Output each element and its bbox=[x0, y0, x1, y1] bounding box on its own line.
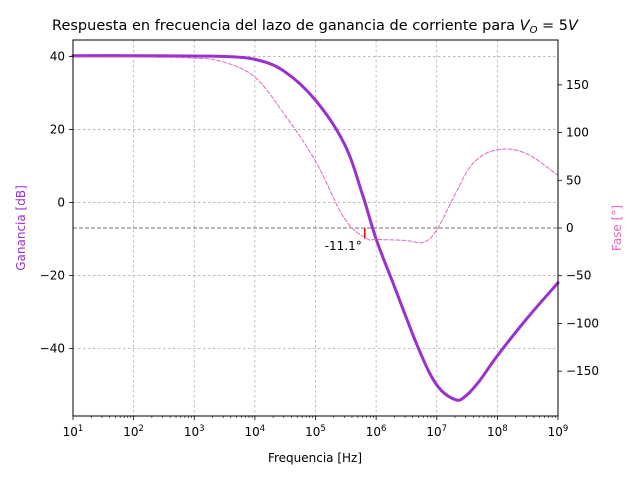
phase-margin-label: -11.1° bbox=[325, 239, 362, 253]
chart-title: Respuesta en frecuencia del lazo de gana… bbox=[52, 18, 579, 36]
y-left-tick-label: 0 bbox=[57, 195, 65, 209]
x-tick-label: 107 bbox=[426, 424, 447, 439]
y-right-tick-label: −100 bbox=[566, 316, 599, 330]
x-tick-label: 103 bbox=[184, 424, 205, 439]
x-tick-label: 109 bbox=[548, 424, 569, 439]
y-left-axis-label: Ganancia [dB] bbox=[14, 185, 28, 271]
x-tick-label: 101 bbox=[63, 424, 84, 439]
y-left-tick-label: 20 bbox=[50, 122, 65, 136]
phase-margin-annotation: -11.1° bbox=[325, 228, 366, 253]
x-tick-label: 108 bbox=[487, 424, 508, 439]
y-right-tick-label: 150 bbox=[566, 78, 589, 92]
y-right-tick-label: 0 bbox=[566, 221, 574, 235]
y-right-tick-label: −50 bbox=[566, 269, 591, 283]
y-right-axis-ticks: 150 100 50 0 −50 −100 −150 bbox=[558, 78, 599, 378]
gain-curve bbox=[71, 54, 560, 402]
y-left-tick-label: −40 bbox=[40, 341, 65, 355]
x-tick-label: 104 bbox=[245, 424, 266, 439]
y-right-tick-label: 100 bbox=[566, 126, 589, 140]
y-left-axis-ticks: 40 20 0 −20 −40 bbox=[40, 49, 73, 355]
y-right-tick-label: 50 bbox=[566, 173, 581, 187]
y-right-tick-label: −150 bbox=[566, 364, 599, 378]
y-right-axis-label: Fase [°] bbox=[610, 205, 624, 251]
y-left-tick-label: −20 bbox=[40, 268, 65, 282]
x-tick-label: 102 bbox=[123, 424, 144, 439]
x-tick-label: 106 bbox=[366, 424, 387, 439]
curves bbox=[71, 54, 560, 402]
x-axis-label: Frequencia [Hz] bbox=[268, 451, 362, 465]
x-tick-label: 105 bbox=[305, 424, 326, 439]
y-left-tick-label: 40 bbox=[50, 49, 65, 63]
x-axis-ticks: 101 102 103 104 105 106 107 108 109 bbox=[63, 416, 569, 439]
